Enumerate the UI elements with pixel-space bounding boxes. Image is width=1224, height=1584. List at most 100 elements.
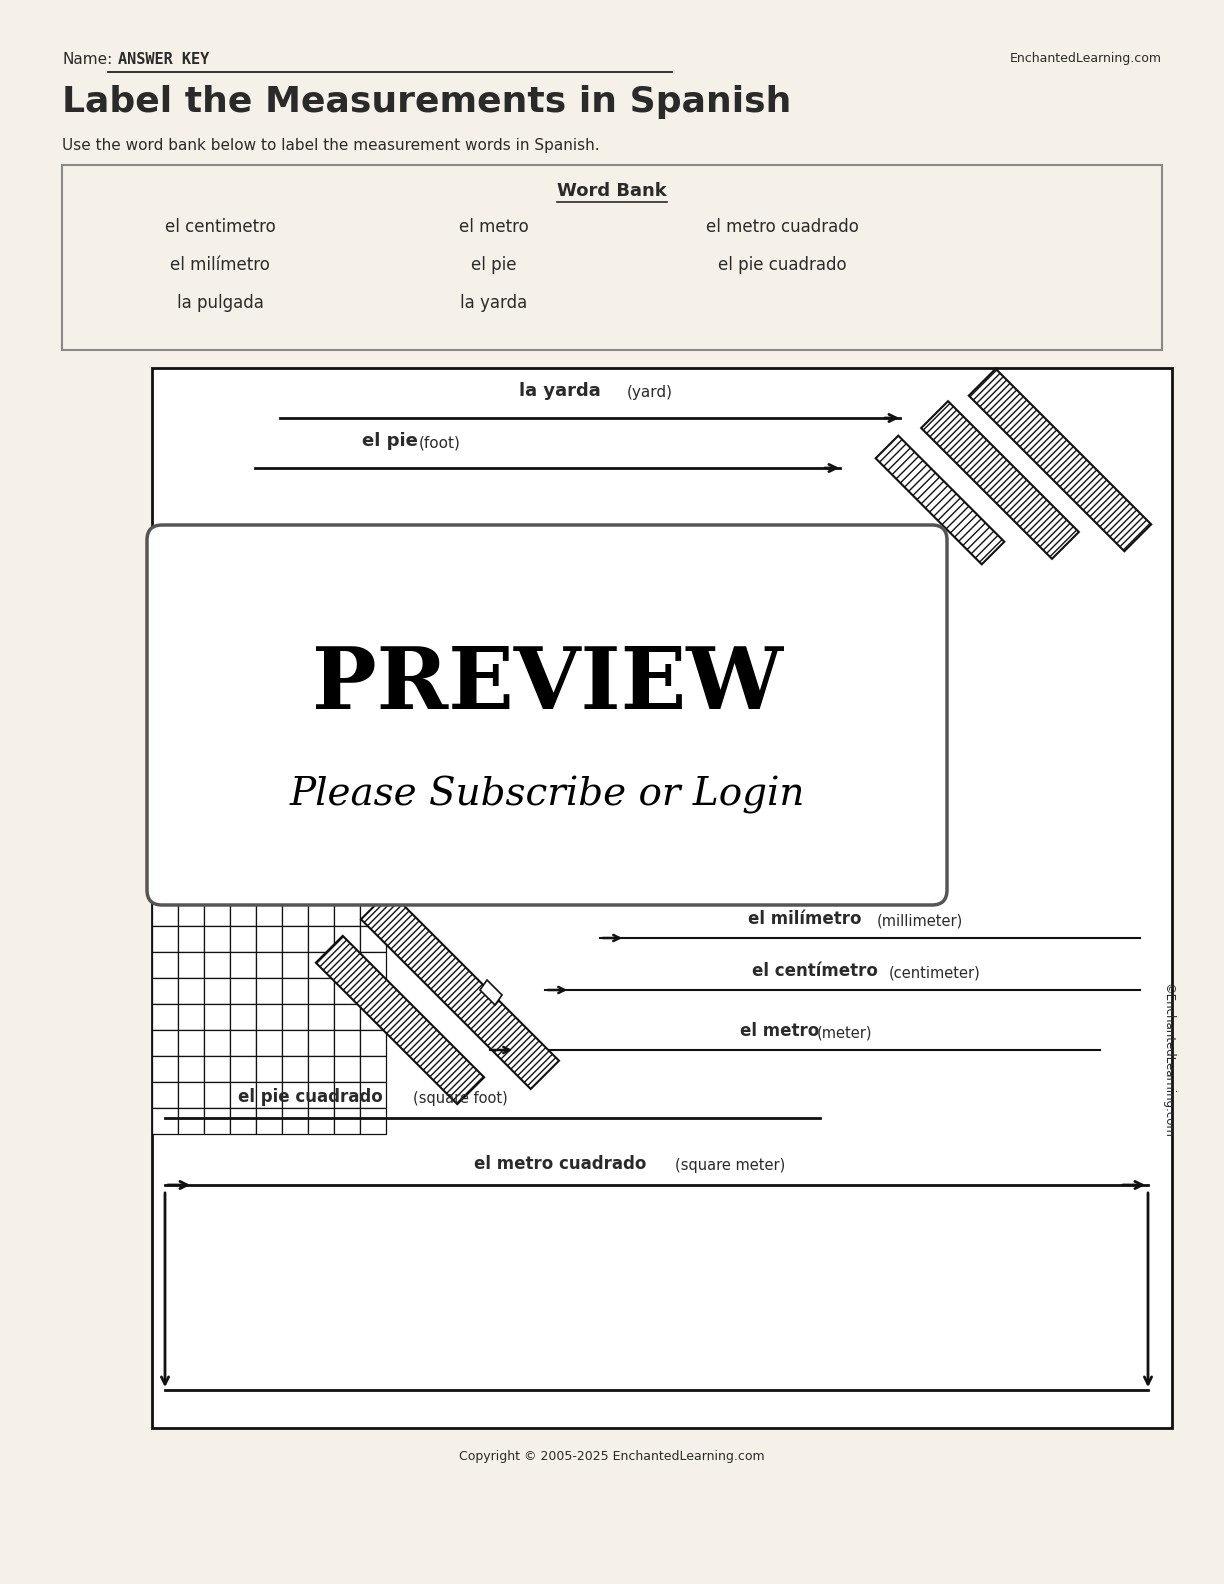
Bar	[177, 790, 204, 816]
Bar	[360, 686, 386, 711]
Bar	[230, 581, 256, 608]
Bar	[308, 1082, 334, 1107]
Bar	[230, 1107, 256, 1134]
Bar	[282, 661, 308, 686]
Bar	[308, 763, 334, 790]
Bar	[256, 868, 282, 893]
Bar	[204, 1057, 230, 1082]
Bar	[230, 927, 256, 952]
Bar	[308, 900, 334, 927]
Bar	[256, 1004, 282, 1030]
Bar	[334, 790, 360, 816]
Bar	[152, 1004, 177, 1030]
Bar	[308, 816, 334, 843]
Bar	[152, 686, 177, 711]
Bar	[360, 1030, 386, 1057]
Bar	[152, 1107, 177, 1134]
Bar	[256, 661, 282, 686]
Bar	[334, 900, 360, 927]
Text: Label the Measurements in Spanish: Label the Measurements in Spanish	[62, 86, 792, 119]
Bar	[334, 927, 360, 952]
Bar	[360, 531, 386, 556]
Bar	[308, 661, 334, 686]
Bar	[282, 952, 308, 977]
Bar	[152, 634, 177, 661]
Bar	[360, 900, 386, 927]
Bar	[177, 816, 204, 843]
Bar	[360, 581, 386, 608]
Text: (square meter): (square meter)	[674, 1158, 785, 1174]
Bar	[360, 738, 386, 763]
Bar	[360, 608, 386, 634]
Bar	[282, 556, 308, 581]
Polygon shape	[875, 436, 1005, 564]
Bar	[256, 1107, 282, 1134]
Bar	[282, 927, 308, 952]
Bar	[360, 1107, 386, 1134]
Bar	[204, 1030, 230, 1057]
Bar	[256, 1030, 282, 1057]
Bar	[256, 977, 282, 1004]
Text: la yarda: la yarda	[519, 382, 601, 401]
Bar	[177, 556, 204, 581]
Bar	[152, 531, 177, 556]
Bar	[256, 711, 282, 738]
Bar	[152, 738, 177, 763]
Bar	[177, 1082, 204, 1107]
Polygon shape	[316, 936, 485, 1104]
Text: Please Subscribe or Login: Please Subscribe or Login	[289, 776, 804, 814]
Bar	[62, 165, 1162, 350]
Bar	[230, 1082, 256, 1107]
Text: PREVIEW: PREVIEW	[311, 643, 782, 727]
Bar	[204, 661, 230, 686]
Bar	[152, 790, 177, 816]
Bar	[360, 763, 386, 790]
Bar	[230, 608, 256, 634]
Bar	[308, 581, 334, 608]
Bar	[230, 900, 256, 927]
Bar	[256, 686, 282, 711]
Bar	[256, 1082, 282, 1107]
Bar	[256, 952, 282, 977]
Bar	[204, 608, 230, 634]
Bar	[308, 1057, 334, 1082]
Polygon shape	[480, 980, 502, 1004]
Text: (centimeter): (centimeter)	[889, 965, 980, 980]
Bar	[334, 816, 360, 843]
Text: el metro: el metro	[459, 219, 529, 236]
Bar	[177, 634, 204, 661]
Bar	[177, 661, 204, 686]
Bar	[177, 1030, 204, 1057]
Text: Word Bank: Word Bank	[557, 182, 667, 200]
Polygon shape	[361, 892, 559, 1088]
Bar	[230, 977, 256, 1004]
Bar	[152, 608, 177, 634]
Bar	[152, 367, 1173, 1429]
Bar	[230, 556, 256, 581]
Bar	[152, 581, 177, 608]
Bar	[334, 843, 360, 868]
Bar	[230, 686, 256, 711]
Bar	[282, 531, 308, 556]
Text: el pie cuadrado: el pie cuadrado	[237, 1088, 382, 1106]
Bar	[334, 581, 360, 608]
Bar	[334, 556, 360, 581]
Bar	[152, 556, 177, 581]
Bar	[230, 763, 256, 790]
Bar	[360, 952, 386, 977]
Bar	[308, 977, 334, 1004]
Bar	[204, 634, 230, 661]
Bar	[204, 711, 230, 738]
Bar	[152, 763, 177, 790]
Bar	[177, 927, 204, 952]
Bar	[152, 1057, 177, 1082]
Bar	[204, 843, 230, 868]
Bar	[152, 952, 177, 977]
Bar	[360, 1082, 386, 1107]
Bar	[204, 738, 230, 763]
Bar	[256, 816, 282, 843]
Bar	[282, 608, 308, 634]
Bar	[360, 556, 386, 581]
Bar	[204, 531, 230, 556]
Text: Use the word bank below to label the measurement words in Spanish.: Use the word bank below to label the mea…	[62, 138, 600, 154]
